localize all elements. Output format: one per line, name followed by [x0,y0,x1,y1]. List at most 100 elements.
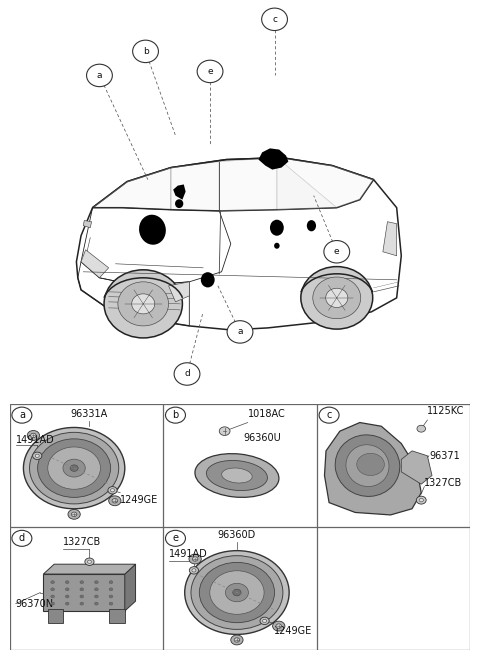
Circle shape [24,428,125,509]
Text: 1249GE: 1249GE [120,495,158,505]
Circle shape [85,558,94,566]
Circle shape [109,588,113,591]
Circle shape [109,602,113,605]
Circle shape [185,551,289,635]
Circle shape [192,556,198,561]
Circle shape [219,427,230,436]
Polygon shape [277,158,373,210]
Circle shape [234,638,240,642]
Circle shape [263,620,266,622]
Ellipse shape [270,219,284,236]
Polygon shape [93,168,171,210]
Circle shape [118,282,168,326]
Circle shape [80,588,84,591]
Ellipse shape [335,435,400,497]
Circle shape [86,64,112,87]
Circle shape [95,588,98,591]
Text: b: b [143,47,148,56]
Polygon shape [168,282,189,302]
Text: 1327CB: 1327CB [63,537,102,547]
Circle shape [51,595,54,598]
Circle shape [87,560,92,563]
Circle shape [12,530,32,547]
Text: 1125KC: 1125KC [427,407,465,417]
Ellipse shape [139,215,166,244]
Text: c: c [326,410,332,420]
Text: c: c [272,15,277,24]
Ellipse shape [201,272,215,287]
Circle shape [35,454,39,457]
Circle shape [416,496,426,504]
Circle shape [357,453,384,476]
Circle shape [80,602,84,605]
Circle shape [33,452,42,459]
Text: d: d [184,369,190,378]
Circle shape [48,447,100,489]
Circle shape [301,267,372,329]
Circle shape [210,571,264,614]
Text: e: e [172,533,179,543]
Text: 96371: 96371 [429,451,460,461]
Circle shape [166,407,185,423]
Polygon shape [125,564,135,611]
Circle shape [68,509,80,519]
Text: 96360U: 96360U [243,434,281,443]
Circle shape [108,496,121,506]
Circle shape [65,602,69,605]
Circle shape [51,588,54,591]
Circle shape [273,621,285,631]
Text: a: a [96,71,102,80]
Ellipse shape [307,220,316,231]
Polygon shape [258,148,288,170]
Circle shape [51,602,54,605]
Circle shape [110,489,115,492]
Circle shape [191,556,283,629]
Text: a: a [19,410,25,420]
Circle shape [51,581,54,583]
Polygon shape [324,422,421,515]
Circle shape [108,487,117,494]
Circle shape [132,294,155,314]
Circle shape [227,321,253,343]
Ellipse shape [195,453,279,497]
Circle shape [65,581,69,583]
Circle shape [132,40,158,62]
FancyBboxPatch shape [48,608,63,623]
Text: 1491AD: 1491AD [16,435,55,445]
Text: e: e [207,67,213,76]
Circle shape [166,530,185,547]
Polygon shape [401,451,432,484]
Circle shape [80,595,84,598]
Polygon shape [173,185,186,200]
Text: 1491AD: 1491AD [169,549,208,559]
Text: 96360D: 96360D [218,530,256,539]
Circle shape [37,439,110,497]
Circle shape [417,425,426,432]
Circle shape [174,363,200,385]
Polygon shape [219,158,337,211]
Circle shape [27,430,39,440]
Text: d: d [19,533,25,543]
Text: 96370N: 96370N [16,599,54,608]
FancyBboxPatch shape [109,608,125,623]
Text: b: b [172,410,179,420]
Circle shape [197,60,223,83]
Ellipse shape [222,468,252,483]
Circle shape [31,433,36,438]
Circle shape [313,277,361,319]
Polygon shape [171,162,219,211]
Circle shape [319,407,339,423]
Circle shape [192,569,196,572]
Circle shape [80,581,84,583]
Ellipse shape [346,445,389,487]
Circle shape [72,512,77,516]
Polygon shape [81,250,108,278]
Circle shape [226,583,249,602]
Circle shape [63,459,85,477]
Circle shape [95,602,98,605]
Circle shape [65,595,69,598]
Circle shape [12,407,32,423]
Circle shape [189,554,201,564]
Circle shape [65,588,69,591]
Polygon shape [43,574,125,611]
